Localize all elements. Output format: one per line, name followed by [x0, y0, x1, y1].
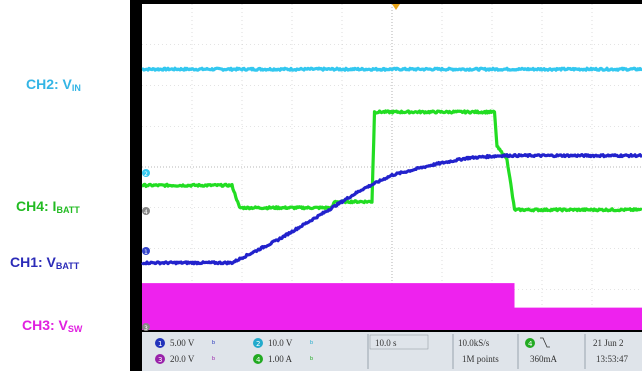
footer-ch1-scale: 5.00 V: [170, 338, 195, 348]
ch1-label-name: CH1: V: [10, 254, 56, 270]
trigger-marker-icon: [392, 4, 400, 10]
oscilloscope-screen: 2 4 1 3 1 5.00 V ᵇ 3 20.0 V ᵇ 2 10.0 V ᵇ: [130, 0, 642, 371]
footer-timebase-value: 10.0 s: [375, 338, 397, 348]
trace-4: [142, 283, 642, 330]
footer-ch2-scale: 10.0 V: [268, 338, 293, 348]
ch2-label-sub: IN: [71, 83, 81, 93]
footer-trigger-num: 4: [528, 340, 533, 348]
footer-ch2-num: 2: [256, 340, 260, 348]
ch4-marker: 4: [142, 207, 150, 216]
footer-trigger-level: 360mA: [530, 354, 558, 364]
footer-ch4-num: 4: [256, 356, 261, 364]
ch1-label: CH1: VBATT: [10, 254, 79, 271]
footer-ch2[interactable]: 2 10.0 V ᵇ: [253, 338, 313, 348]
footer-trigger[interactable]: 4 360mA: [525, 337, 558, 364]
footer-record-length: 1M points: [462, 354, 499, 364]
ch3-label: CH3: VSW: [22, 317, 82, 334]
ch2-marker: 2: [142, 169, 150, 178]
footer-ch2-bw-icon: ᵇ: [310, 339, 313, 348]
falling-edge-icon: [540, 337, 550, 348]
footer-ch3-bw-icon: ᵇ: [212, 355, 215, 364]
footer-ch4[interactable]: 4 1.00 A ᵇ: [253, 354, 313, 364]
footer-ch3-num: 3: [158, 356, 162, 364]
footer-ch4-scale: 1.00 A: [268, 354, 293, 364]
trace-2: [141, 109, 642, 213]
footer-sample-rate: 10.0kS/s: [458, 338, 490, 348]
footer-date: 21 Jun 2: [593, 338, 624, 348]
ch4-label-name: CH4: I: [16, 198, 57, 214]
channel-markers: 2 4 1 3: [142, 169, 150, 332]
status-footer: 1 5.00 V ᵇ 3 20.0 V ᵇ 2 10.0 V ᵇ 4 1.00 …: [142, 332, 642, 371]
footer-ch3[interactable]: 3 20.0 V ᵇ: [155, 354, 215, 364]
ch3-marker: 3: [142, 323, 150, 332]
footer-ch3-scale: 20.0 V: [170, 354, 195, 364]
footer-ch4-bw-icon: ᵇ: [310, 355, 313, 364]
footer-timebase[interactable]: 10.0 s: [369, 334, 429, 350]
footer-ch1[interactable]: 1 5.00 V ᵇ: [155, 338, 215, 348]
footer-time: 13:53:47: [596, 354, 629, 364]
trace-3: [140, 153, 642, 266]
footer-datetime: 21 Jun 2 13:53:47: [593, 338, 629, 364]
traces: [140, 66, 642, 330]
footer-acquisition[interactable]: 10.0kS/s 1M points: [458, 338, 499, 364]
ch3-label-sub: SW: [67, 324, 83, 334]
ch1-label-sub: BATT: [55, 261, 80, 271]
ch3-label-name: CH3: V: [22, 317, 68, 333]
svg-text:4: 4: [144, 209, 148, 216]
ch4-label: CH4: IBATT: [16, 198, 80, 215]
footer-ch1-num: 1: [158, 340, 162, 348]
svg-text:3: 3: [144, 325, 148, 332]
svg-text:1: 1: [144, 249, 148, 256]
ch4-label-sub: BATT: [56, 205, 80, 215]
ch2-label: CH2: VIN: [26, 76, 81, 93]
ch1-marker: 1: [142, 247, 150, 256]
svg-text:2: 2: [144, 171, 148, 178]
ch2-label-name: CH2: V: [26, 76, 72, 92]
trace-1: [141, 66, 642, 72]
footer-ch1-bw-icon: ᵇ: [212, 339, 215, 348]
